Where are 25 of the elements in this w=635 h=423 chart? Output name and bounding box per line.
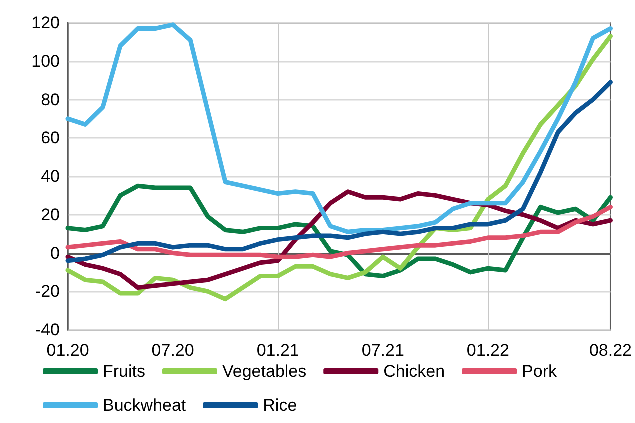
- x-tick-label: 01.20: [46, 341, 90, 360]
- x-tick-label: 07.20: [152, 341, 194, 360]
- line-series: [66, 22, 613, 234]
- legend-label: Pork: [522, 362, 558, 381]
- legend-label: Chicken: [384, 362, 446, 381]
- y-tick-label: 80: [41, 90, 60, 110]
- line-series: [66, 204, 613, 260]
- x-tick-label: 01.21: [256, 341, 300, 360]
- legend-label: Vegetables: [222, 362, 307, 381]
- y-tick-label: 40: [41, 167, 60, 186]
- y-tick-label: -40: [35, 320, 60, 340]
- line-series: [66, 184, 613, 279]
- y-tick-label: 20: [41, 205, 60, 224]
- y-tick-label: -20: [35, 282, 60, 302]
- y-tick-label: 0: [50, 244, 60, 263]
- y-tick-label: 120: [32, 14, 60, 32]
- x-tick-label: 07.21: [362, 341, 404, 360]
- x-tick-label: 08.22: [589, 341, 632, 360]
- legend-label: Buckwheat: [103, 396, 186, 415]
- y-tick-label: 60: [41, 128, 60, 148]
- y-tick-label: 100: [32, 52, 60, 71]
- legend-label: Fruits: [103, 362, 146, 381]
- line-series: [66, 80, 613, 264]
- legend-label: Rice: [263, 396, 298, 415]
- x-tick-label: 01.22: [466, 341, 510, 360]
